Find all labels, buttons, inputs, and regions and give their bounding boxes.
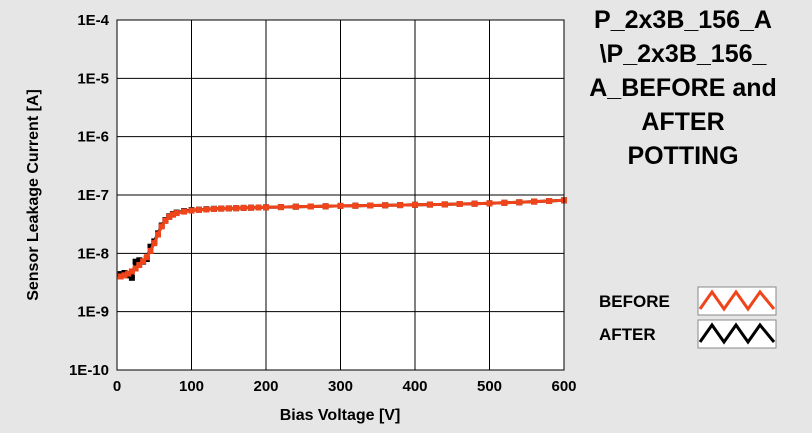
data-point-before: [397, 202, 403, 208]
data-point-before: [151, 240, 157, 246]
data-point-before: [189, 208, 195, 214]
y-tick-label: 1E-8: [77, 245, 109, 262]
data-point-before: [233, 205, 239, 211]
y-tick-label: 1E-10: [69, 362, 109, 379]
x-axis-title: Bias Voltage [V]: [280, 407, 401, 424]
data-point-before: [144, 254, 150, 260]
x-tick-label: 100: [179, 378, 204, 395]
data-point-before: [546, 198, 552, 204]
data-point-before: [278, 204, 284, 210]
legend-label-before: BEFORE: [599, 292, 670, 311]
data-point-before: [427, 202, 433, 208]
data-point-before: [352, 203, 358, 209]
data-point-before: [148, 248, 154, 254]
data-point-before: [159, 223, 165, 229]
x-tick-label: 300: [328, 378, 353, 395]
data-point-before: [412, 202, 418, 208]
data-point-before: [531, 199, 537, 205]
x-tick-label: 200: [253, 378, 278, 395]
data-point-before: [174, 210, 180, 216]
title-line-3: A_BEFORE and: [589, 74, 777, 102]
data-point-before: [442, 201, 448, 207]
data-point-before: [308, 204, 314, 210]
x-tick-label: 600: [551, 378, 576, 395]
data-point-before: [155, 232, 161, 238]
data-point-before: [338, 203, 344, 209]
legend-label-after: AFTER: [599, 325, 656, 344]
data-point-before: [196, 207, 202, 213]
title-line-2: \P_2x3B_156_: [600, 40, 768, 68]
y-axis-title: Sensor Leakage Current [A]: [25, 89, 42, 301]
data-point-before: [226, 205, 232, 211]
data-point-before: [501, 200, 507, 206]
y-tick-label: 1E-4: [77, 12, 109, 29]
data-point-before: [516, 199, 522, 205]
data-point-before: [211, 206, 217, 212]
data-point-before: [241, 205, 247, 211]
title-line-4: AFTER: [641, 108, 724, 136]
data-point-before: [181, 209, 187, 215]
y-tick-label: 1E-6: [77, 129, 109, 146]
data-point-before: [248, 205, 254, 211]
data-point-before: [293, 204, 299, 210]
x-tick-label: 0: [113, 378, 121, 395]
y-tick-label: 1E-9: [77, 304, 109, 321]
data-point-before: [382, 202, 388, 208]
data-point-before: [203, 207, 209, 213]
y-tick-label: 1E-7: [77, 187, 109, 204]
legend: BEFORE AFTER: [588, 282, 810, 350]
data-point-before: [472, 201, 478, 207]
x-tick-label: 400: [402, 378, 427, 395]
data-point-before: [218, 206, 224, 212]
y-tick-label: 1E-5: [77, 70, 109, 87]
title-line-5: POTTING: [627, 142, 738, 170]
data-point-before: [323, 203, 329, 209]
data-point-before: [263, 204, 269, 210]
x-tick-label: 500: [477, 378, 502, 395]
data-point-before: [487, 200, 493, 206]
data-point-before: [457, 201, 463, 207]
title-line-1: P_2x3B_156_A: [594, 6, 772, 34]
data-point-before: [367, 203, 373, 209]
data-point-before: [256, 205, 262, 211]
